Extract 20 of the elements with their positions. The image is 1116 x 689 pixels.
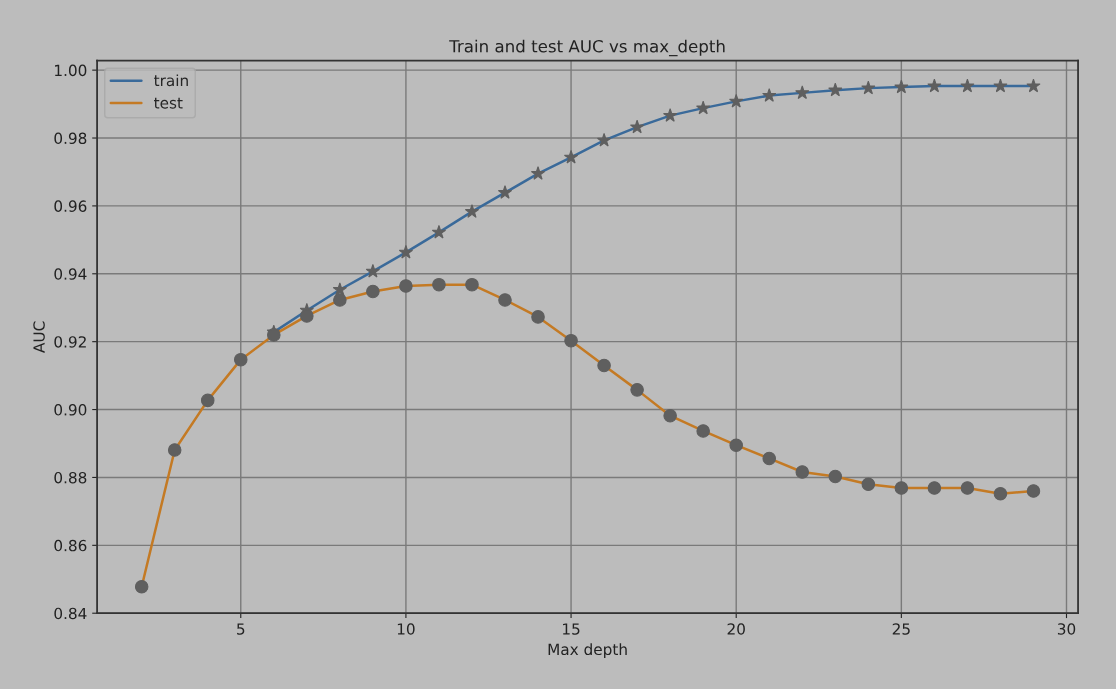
y-tick-label: 0.84 (54, 607, 87, 620)
legend-label: train (154, 74, 188, 87)
x-axis-title: Max depth (548, 643, 627, 659)
chart-title: Train and test AUC vs max_depth (449, 39, 725, 57)
legend-label: test (154, 97, 183, 109)
y-axis-title: AUC (33, 321, 45, 353)
x-tick-label: 5 (237, 623, 245, 635)
y-tick-label: 1.00 (55, 64, 87, 77)
y-tick-label: 0.88 (54, 471, 87, 484)
x-tick-label: 25 (892, 623, 910, 635)
x-tick-label: 30 (1057, 623, 1076, 635)
y-tick-label: 0.94 (54, 268, 87, 280)
y-tick-label: 0.90 (54, 404, 87, 416)
y-tick-label: 0.92 (54, 336, 86, 348)
y-tick-label: 0.98 (54, 132, 87, 145)
y-tick-label: 0.86 (54, 539, 87, 552)
x-tick-label: 10 (397, 623, 415, 635)
x-tick-label: 20 (727, 623, 745, 635)
y-tick-label: 0.96 (54, 200, 87, 212)
x-tick-label: 15 (563, 623, 580, 635)
